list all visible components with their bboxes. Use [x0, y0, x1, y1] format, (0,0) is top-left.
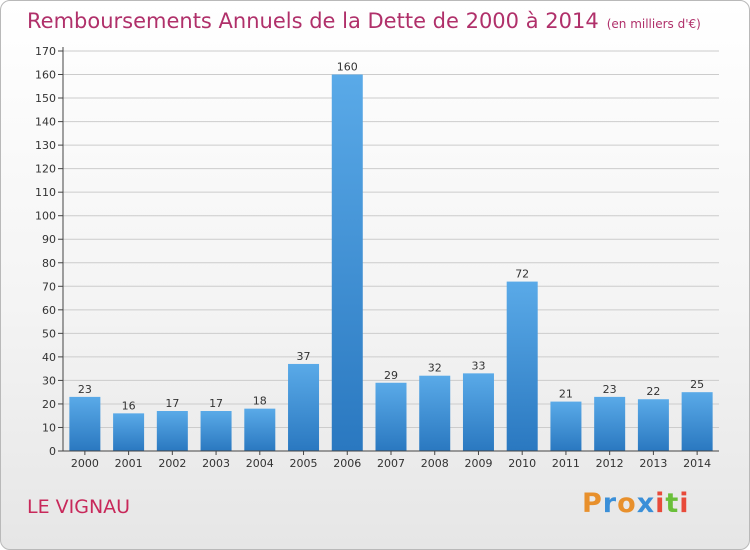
bar-2007 [375, 382, 407, 451]
logo-letter: i [655, 488, 666, 519]
chart-title-text: Remboursements Annuels de la Dette de 20… [27, 9, 599, 33]
value-label-2008: 32 [428, 362, 442, 375]
logo-letter: r [602, 488, 618, 519]
value-label-2011: 21 [559, 388, 573, 401]
bars [69, 74, 713, 451]
x-tick-label-2005: 2005 [290, 457, 318, 470]
y-tick-label: 110 [35, 186, 56, 199]
proxiti-logo: Proxiti [582, 488, 690, 519]
x-tick-label-2009: 2009 [464, 457, 492, 470]
bar-2006 [331, 74, 363, 451]
axes [58, 47, 719, 455]
x-tick-label-2002: 2002 [158, 457, 186, 470]
value-label-2007: 29 [384, 369, 398, 382]
x-tick-label-2001: 2001 [115, 457, 143, 470]
value-label-2006: 160 [337, 61, 358, 74]
y-tick-label: 70 [42, 280, 56, 293]
value-label-2014: 25 [690, 378, 704, 391]
y-tick-label: 40 [42, 351, 56, 364]
bar-2013 [637, 399, 669, 451]
x-tick-label-2010: 2010 [508, 457, 536, 470]
x-tick-label-2007: 2007 [377, 457, 405, 470]
y-tick-label: 120 [35, 163, 56, 176]
y-tick-label: 170 [35, 45, 56, 58]
x-tick-label-2011: 2011 [552, 457, 580, 470]
y-tick-label: 140 [35, 116, 56, 129]
value-label-2005: 37 [297, 350, 311, 363]
x-tick-label-2014: 2014 [683, 457, 711, 470]
value-label-2003: 17 [209, 397, 223, 410]
x-tick-label-2004: 2004 [246, 457, 274, 470]
chart-title: Remboursements Annuels de la Dette de 20… [27, 9, 701, 33]
value-label-2009: 33 [471, 359, 485, 372]
bar-2003 [200, 411, 232, 451]
bar-2009 [462, 373, 494, 451]
value-label-2012: 23 [603, 383, 617, 396]
x-tick-label-2003: 2003 [202, 457, 230, 470]
labels: 0 10 20 30 40 50 60 70 80 90 100 110 120 130 140 150 160… [35, 45, 711, 470]
bar-2001 [113, 413, 145, 451]
bar-2008 [419, 375, 451, 451]
y-tick-label: 20 [42, 398, 56, 411]
value-label-2010: 72 [515, 268, 529, 281]
bar-2014 [681, 392, 713, 451]
y-tick-label: 160 [35, 69, 56, 82]
y-tick-label: 150 [35, 92, 56, 105]
bar-2004 [244, 408, 276, 451]
bar-2005 [288, 363, 320, 451]
y-tick-label: 130 [35, 139, 56, 152]
x-tick-label-2000: 2000 [71, 457, 99, 470]
logo-letter: x [636, 488, 656, 519]
value-label-2001: 16 [122, 399, 136, 412]
y-tick-label: 30 [42, 374, 56, 387]
logo-letter: t [665, 488, 680, 519]
bar-2002 [156, 411, 188, 451]
bar-2011 [550, 401, 582, 451]
x-tick-label-2006: 2006 [333, 457, 361, 470]
logo-letter: o [617, 488, 637, 519]
x-tick-label-2013: 2013 [639, 457, 667, 470]
value-label-2013: 22 [646, 385, 660, 398]
y-tick-label: 0 [49, 445, 56, 458]
commune-name: LE VIGNAU [27, 496, 131, 518]
x-tick-label-2012: 2012 [596, 457, 624, 470]
y-tick-label: 10 [42, 421, 56, 434]
y-tick-label: 50 [42, 327, 56, 340]
y-tick-label: 80 [42, 257, 56, 270]
y-tick-label: 60 [42, 304, 56, 317]
logo-letter: P [582, 488, 603, 519]
y-tick-label: 90 [42, 233, 56, 246]
bar-2010 [506, 281, 538, 451]
bar-2000 [69, 396, 101, 451]
y-tick-label: 100 [35, 210, 56, 223]
value-label-2004: 18 [253, 395, 267, 408]
chart-unit: (en milliers d'€) [606, 17, 701, 31]
bar-2012 [594, 396, 626, 451]
value-label-2000: 23 [78, 383, 92, 396]
logo-letter: i [679, 488, 690, 519]
value-label-2002: 17 [165, 397, 179, 410]
x-tick-label-2008: 2008 [421, 457, 449, 470]
